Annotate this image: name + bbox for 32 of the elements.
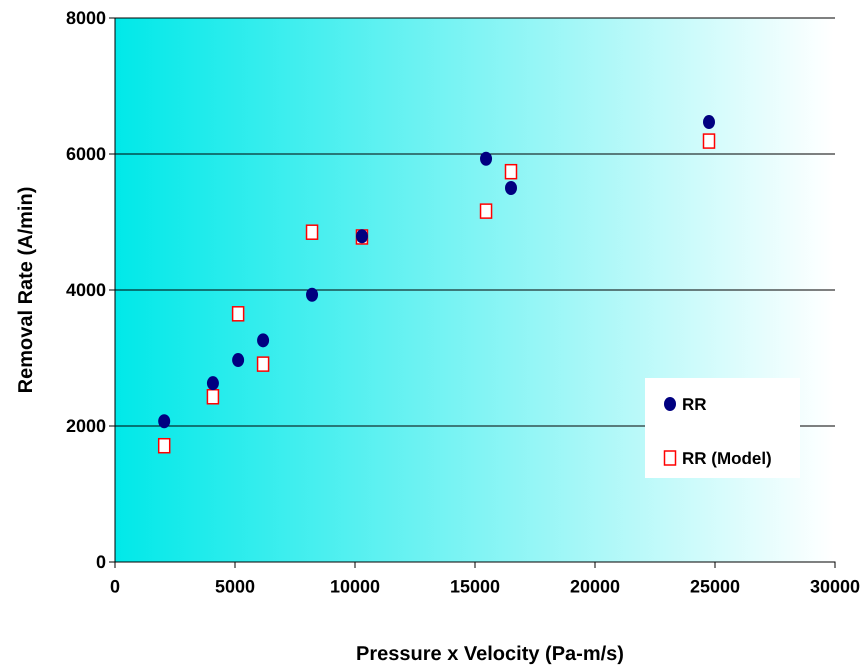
point — [158, 438, 170, 454]
x-tick-label: 0 — [110, 576, 120, 597]
point — [158, 414, 170, 428]
legend-label: RR (Model) — [682, 449, 772, 468]
point — [306, 224, 318, 240]
point — [256, 356, 270, 372]
point — [206, 376, 219, 390]
point — [232, 353, 244, 368]
point — [480, 152, 492, 166]
y-tick-label: 0 — [96, 552, 106, 572]
y-tick-label: 8000 — [66, 8, 106, 28]
point — [480, 203, 492, 219]
y-tick-label: 2000 — [66, 416, 106, 436]
point — [505, 181, 517, 195]
x-axis-title: Pressure x Velocity (Pa-m/s) — [356, 643, 624, 665]
y-tick-label: 4000 — [66, 280, 106, 300]
point — [232, 306, 244, 322]
point — [206, 389, 220, 405]
x-tick-label: 20000 — [570, 576, 620, 597]
point — [703, 115, 715, 130]
x-tick-label: 15000 — [450, 576, 500, 597]
x-tick-label: 5000 — [214, 576, 256, 597]
point — [257, 333, 270, 348]
legend-label: RR — [682, 395, 707, 414]
y-tick-label: 6000 — [66, 144, 106, 164]
y-axis-title: Removal Rate (A/min) — [15, 186, 37, 394]
point — [306, 288, 318, 302]
x-tick-label: 25000 — [690, 576, 740, 597]
x-tick-label: 10000 — [330, 576, 380, 597]
point — [702, 133, 716, 149]
point — [504, 164, 518, 180]
x-tick-label: 30000 — [810, 576, 860, 597]
